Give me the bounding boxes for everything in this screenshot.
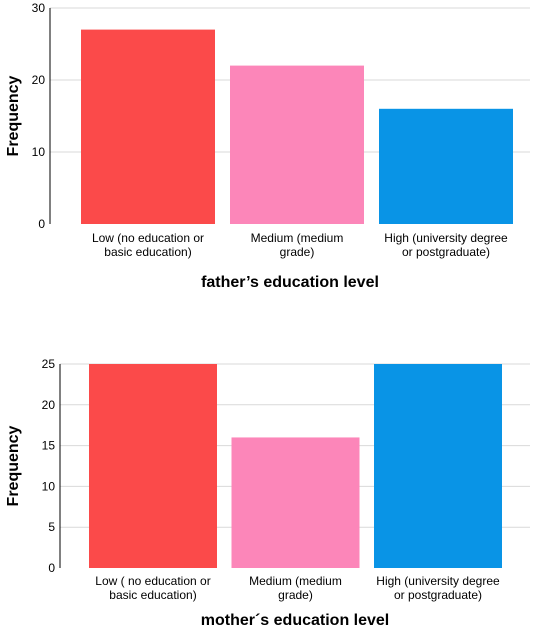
category-label: or postgraduate) (402, 245, 490, 259)
bar-1 (89, 364, 217, 568)
y-tick-label: 0 (38, 217, 45, 231)
category-label: Medium (medium (249, 574, 342, 588)
category-label: basic education) (104, 245, 191, 259)
y-tick-label: 0 (48, 561, 55, 575)
category-label: grade) (280, 245, 315, 259)
bar-2 (230, 65, 364, 224)
y-tick-label: 20 (42, 398, 56, 412)
x-axis-title: mother´s education level (201, 612, 390, 629)
y-tick-label: 5 (48, 520, 55, 534)
category-label: Low (no education or (92, 231, 204, 245)
y-tick-label: 15 (42, 439, 56, 453)
y-tick-label: 10 (42, 479, 56, 493)
category-label: grade) (278, 588, 313, 602)
y-tick-label: 10 (32, 145, 46, 159)
y-axis-title: Frequency (5, 425, 22, 506)
y-axis-title: Frequency (5, 75, 22, 156)
category-label: or postgraduate) (394, 588, 482, 602)
category-label: Low ( no education or (95, 574, 210, 588)
category-label: Medium (medium (251, 231, 344, 245)
y-tick-label: 20 (32, 73, 46, 87)
bar-2 (231, 437, 360, 568)
category-label: High (university degree (384, 231, 508, 245)
y-tick-label: 30 (32, 1, 46, 15)
y-tick-label: 25 (42, 357, 56, 371)
category-label: basic education) (109, 588, 196, 602)
bar-3 (379, 108, 513, 224)
x-axis-title: father’s education level (201, 274, 379, 291)
bar-1 (81, 29, 215, 224)
category-label: High (university degree (376, 574, 500, 588)
bar-3 (374, 364, 502, 568)
